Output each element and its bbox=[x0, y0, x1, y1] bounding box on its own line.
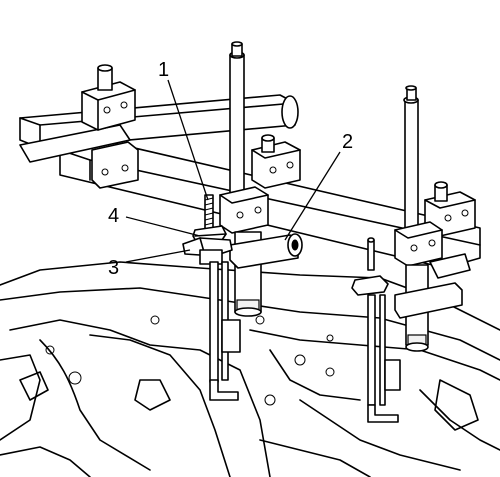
center-clamp-block bbox=[251, 134, 301, 189]
engine-housing bbox=[0, 261, 500, 477]
callout-1: 1 bbox=[158, 59, 169, 81]
right-vertical-post bbox=[394, 85, 463, 352]
callout-2: 2 bbox=[342, 131, 353, 153]
callout-leaders bbox=[125, 79, 341, 263]
left-clamp-block bbox=[81, 64, 139, 189]
leader-4 bbox=[125, 216, 201, 237]
right-hook-rod bbox=[351, 237, 401, 423]
callout-4: 4 bbox=[108, 205, 119, 227]
leader-2 bbox=[284, 151, 341, 241]
right-clamp-block bbox=[424, 181, 476, 279]
leader-3 bbox=[125, 249, 191, 263]
leader-1 bbox=[167, 79, 209, 201]
left-vertical-post bbox=[219, 41, 303, 317]
left-hook-rod bbox=[182, 194, 241, 401]
support-rails bbox=[19, 94, 481, 269]
callout-labels: 1 2 3 4 bbox=[108, 59, 353, 279]
callout-3: 3 bbox=[108, 257, 119, 279]
